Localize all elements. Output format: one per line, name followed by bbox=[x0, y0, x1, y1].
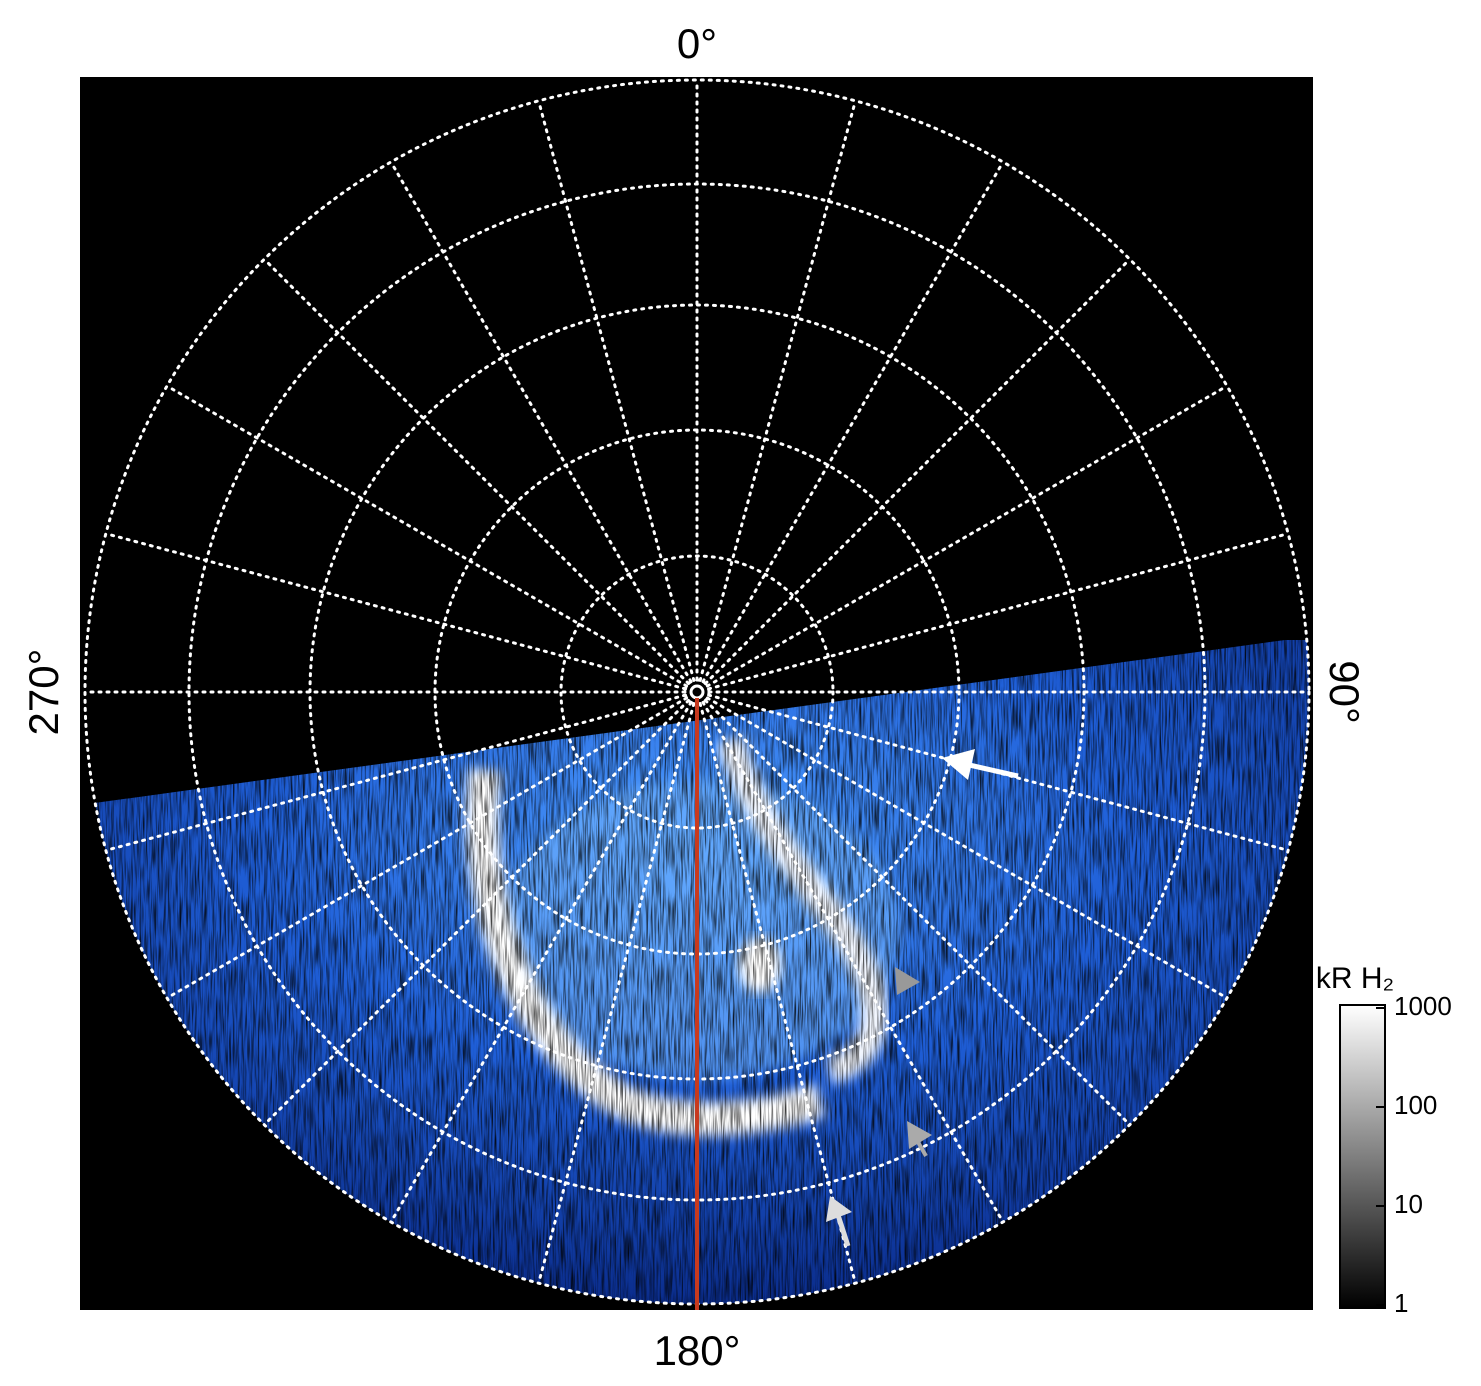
label-top: 0° bbox=[677, 20, 717, 67]
colorbar-tick-label: 1000 bbox=[1394, 991, 1452, 1021]
colorbar-tick-label: 10 bbox=[1394, 1189, 1423, 1219]
label-bottom: 180° bbox=[654, 1327, 741, 1374]
arrows bbox=[826, 749, 1019, 1247]
colorbar-tick-label: 1 bbox=[1394, 1288, 1408, 1318]
colorbar bbox=[1339, 1004, 1386, 1309]
colorbar-label: kR H₂ bbox=[1316, 962, 1394, 995]
label-right: 90° bbox=[1321, 660, 1368, 724]
colorbar-tick-label: 100 bbox=[1394, 1090, 1437, 1120]
label-left: 270° bbox=[20, 649, 67, 736]
